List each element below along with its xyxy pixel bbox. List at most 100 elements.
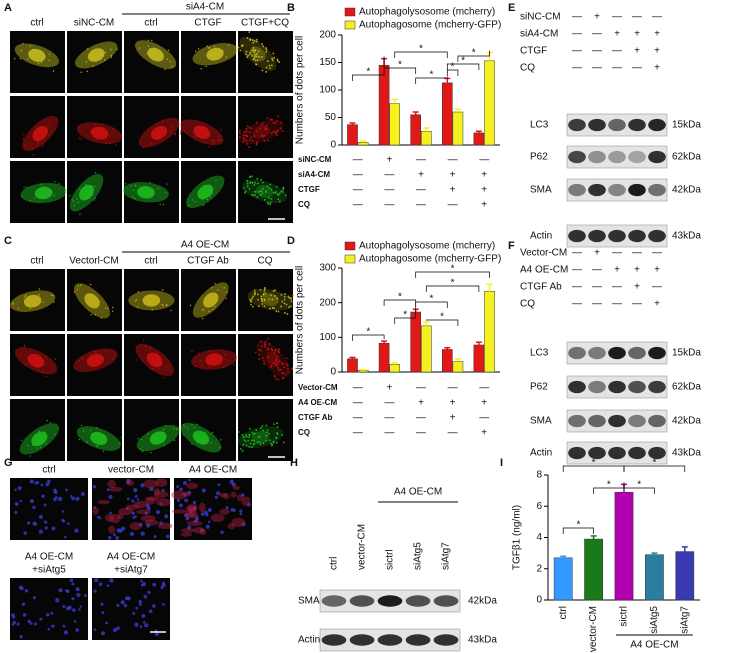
band <box>588 446 606 460</box>
nucleus <box>73 620 77 623</box>
nucleus <box>47 479 51 484</box>
puncta <box>265 424 268 427</box>
puncta <box>32 153 35 156</box>
puncta <box>198 195 200 198</box>
condition-sign: — <box>572 63 582 74</box>
puncta <box>280 293 283 296</box>
puncta <box>262 187 265 190</box>
nucleus <box>126 478 131 484</box>
puncta <box>218 361 220 363</box>
puncta <box>170 131 172 133</box>
significance-label: * <box>430 294 434 305</box>
puncta <box>269 307 271 310</box>
nucleus <box>112 628 117 633</box>
significance-bracket <box>457 50 490 62</box>
stain <box>231 517 246 528</box>
puncta <box>24 144 26 147</box>
puncta <box>206 45 208 47</box>
nucleus <box>67 522 70 525</box>
puncta <box>211 139 213 142</box>
puncta <box>35 353 38 356</box>
puncta <box>267 338 269 340</box>
micrograph <box>174 478 252 540</box>
puncta <box>261 357 264 360</box>
puncta <box>264 340 267 343</box>
puncta <box>224 354 226 356</box>
cell <box>180 422 222 453</box>
stain <box>218 492 228 498</box>
puncta <box>94 197 96 199</box>
stain <box>227 523 236 530</box>
puncta <box>265 440 268 442</box>
stain <box>109 513 121 524</box>
cell <box>9 288 56 313</box>
puncta <box>284 373 287 376</box>
nucleus <box>188 509 193 514</box>
puncta <box>191 424 193 426</box>
condition-sign: — <box>612 299 622 310</box>
condition-sign: — <box>353 185 363 196</box>
puncta <box>52 295 54 297</box>
image-label: +siAtg7 <box>114 565 148 576</box>
puncta <box>286 364 289 367</box>
puncta <box>175 428 178 430</box>
y-tick-label: 100 <box>319 332 336 343</box>
condition-sign: + <box>614 265 620 276</box>
condition-sign: + <box>594 248 600 259</box>
puncta <box>282 376 284 379</box>
band <box>608 183 626 197</box>
puncta <box>241 44 244 47</box>
puncta <box>58 183 60 185</box>
puncta <box>38 294 40 296</box>
nucleus <box>239 512 243 516</box>
puncta <box>80 71 82 73</box>
puncta <box>267 202 270 205</box>
condition-name: CQ <box>298 428 310 437</box>
puncta <box>273 56 276 59</box>
stain <box>108 525 116 534</box>
puncta <box>92 65 94 67</box>
panel-label: C <box>4 235 12 247</box>
band <box>349 595 375 607</box>
puncta <box>36 360 38 363</box>
nucleus <box>100 602 104 606</box>
puncta <box>263 343 266 345</box>
puncta <box>201 198 203 201</box>
micrograph <box>181 399 236 461</box>
nucleus <box>200 512 205 516</box>
puncta <box>147 45 150 47</box>
puncta <box>282 191 284 193</box>
puncta <box>259 194 262 196</box>
puncta <box>154 52 157 54</box>
cell <box>73 348 118 373</box>
puncta <box>268 343 271 345</box>
puncta <box>39 439 41 442</box>
puncta <box>53 194 55 197</box>
puncta <box>181 130 184 132</box>
significance-bracket <box>383 56 417 74</box>
column-label: ctrl <box>30 18 43 29</box>
puncta <box>171 66 173 68</box>
puncta <box>20 439 23 441</box>
nucleus <box>199 528 204 533</box>
puncta <box>205 132 207 135</box>
puncta <box>285 362 288 365</box>
puncta <box>278 200 281 203</box>
puncta <box>280 121 283 124</box>
condition-name: siNC-CM <box>298 155 332 164</box>
puncta <box>278 61 281 63</box>
puncta <box>151 368 154 371</box>
nucleus <box>24 588 29 593</box>
lane-label: ctrl <box>329 557 340 570</box>
puncta <box>100 53 103 56</box>
band <box>433 634 459 646</box>
puncta <box>209 196 212 198</box>
puncta <box>23 345 26 347</box>
puncta <box>116 48 118 51</box>
puncta <box>97 360 100 362</box>
puncta <box>121 436 123 439</box>
nucleus <box>53 497 57 502</box>
cell-core <box>27 353 45 368</box>
puncta <box>168 49 170 51</box>
nucleus <box>241 522 246 527</box>
